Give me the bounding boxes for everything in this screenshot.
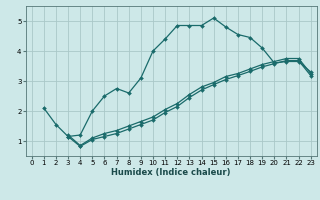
X-axis label: Humidex (Indice chaleur): Humidex (Indice chaleur) <box>111 168 231 177</box>
